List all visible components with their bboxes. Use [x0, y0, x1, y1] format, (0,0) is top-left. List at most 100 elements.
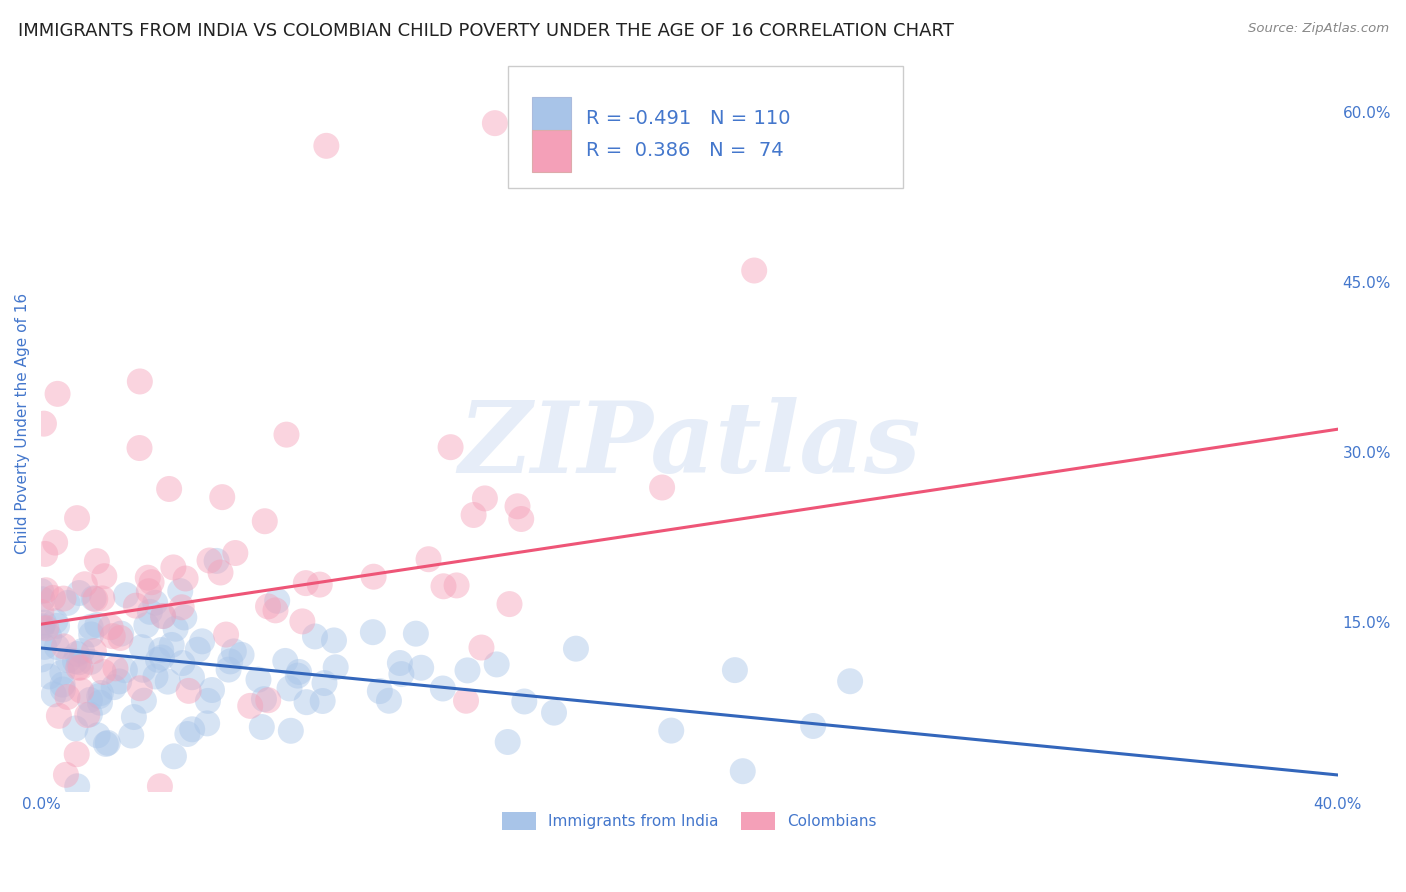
Point — [44, 614, 66, 628]
Point — [93, 665, 115, 679]
Point — [172, 656, 194, 670]
Point — [56, 596, 79, 610]
Point — [67, 655, 90, 669]
Point — [405, 626, 427, 640]
Point — [239, 698, 262, 713]
Point — [731, 764, 754, 779]
Point — [222, 644, 245, 658]
Point — [496, 735, 519, 749]
Point — [418, 552, 440, 566]
Point — [83, 591, 105, 606]
Point — [470, 640, 492, 655]
Point — [84, 592, 107, 607]
Point — [66, 747, 89, 762]
Point — [170, 600, 193, 615]
Point — [101, 629, 124, 643]
Point — [295, 576, 318, 591]
Point — [150, 650, 173, 665]
Point — [257, 599, 280, 614]
Point — [191, 634, 214, 648]
Point — [174, 572, 197, 586]
Point — [53, 640, 76, 654]
Point — [122, 710, 145, 724]
Point — [543, 706, 565, 720]
Point — [32, 417, 55, 431]
Text: IMMIGRANTS FROM INDIA VS COLOMBIAN CHILD POVERTY UNDER THE AGE OF 16 CORRELATION: IMMIGRANTS FROM INDIA VS COLOMBIAN CHILD… — [18, 22, 955, 40]
Point — [432, 579, 454, 593]
Point — [308, 577, 330, 591]
Point — [247, 673, 270, 687]
Point — [361, 625, 384, 640]
Point — [266, 594, 288, 608]
Point — [46, 387, 69, 401]
Point — [801, 719, 824, 733]
Point — [86, 618, 108, 632]
Point — [253, 692, 276, 706]
Point — [411, 661, 433, 675]
Point — [83, 644, 105, 658]
Point — [152, 609, 174, 624]
FancyBboxPatch shape — [508, 66, 903, 188]
Point — [187, 642, 209, 657]
Point — [128, 441, 150, 455]
Point — [224, 546, 246, 560]
Point — [34, 640, 56, 654]
Point — [69, 660, 91, 674]
Point — [295, 695, 318, 709]
Point — [498, 597, 520, 611]
Point — [181, 670, 204, 684]
Point — [157, 482, 180, 496]
Point — [103, 680, 125, 694]
Point — [65, 722, 87, 736]
Point — [388, 656, 411, 670]
Point — [52, 678, 75, 692]
Point — [218, 663, 240, 677]
Point — [506, 500, 529, 514]
Point — [485, 657, 508, 672]
Point — [104, 661, 127, 675]
Text: R =  0.386   N =  74: R = 0.386 N = 74 — [586, 141, 783, 160]
Point — [125, 599, 148, 613]
Point — [278, 681, 301, 696]
Point — [110, 631, 132, 645]
Point — [128, 681, 150, 696]
Point — [35, 583, 58, 598]
Text: ZIPatlas: ZIPatlas — [458, 398, 921, 494]
Point — [97, 736, 120, 750]
Point — [456, 664, 478, 678]
Point — [215, 627, 238, 641]
Point — [45, 640, 67, 654]
Point — [463, 508, 485, 522]
Legend: Immigrants from India, Colombians: Immigrants from India, Colombians — [496, 806, 883, 836]
Point — [314, 676, 336, 690]
Point — [264, 603, 287, 617]
Point — [86, 554, 108, 568]
Point — [120, 729, 142, 743]
Point — [250, 720, 273, 734]
Point — [48, 709, 70, 723]
Point — [80, 627, 103, 641]
Point — [70, 644, 93, 658]
Point — [32, 615, 55, 630]
Point — [454, 694, 477, 708]
Point — [651, 481, 673, 495]
Point — [253, 514, 276, 528]
Point — [73, 577, 96, 591]
Point — [31, 592, 53, 607]
Point — [150, 643, 173, 657]
Point — [211, 490, 233, 504]
Point — [70, 683, 93, 698]
Point — [89, 689, 111, 703]
Point — [30, 605, 52, 619]
Point — [143, 596, 166, 610]
Point — [67, 660, 90, 674]
Point — [34, 547, 56, 561]
Point — [135, 618, 157, 632]
Point — [79, 693, 101, 707]
Point — [288, 665, 311, 679]
Point — [42, 591, 65, 605]
Point — [38, 669, 60, 683]
Point — [31, 619, 53, 633]
Point — [149, 779, 172, 793]
Point — [304, 630, 326, 644]
